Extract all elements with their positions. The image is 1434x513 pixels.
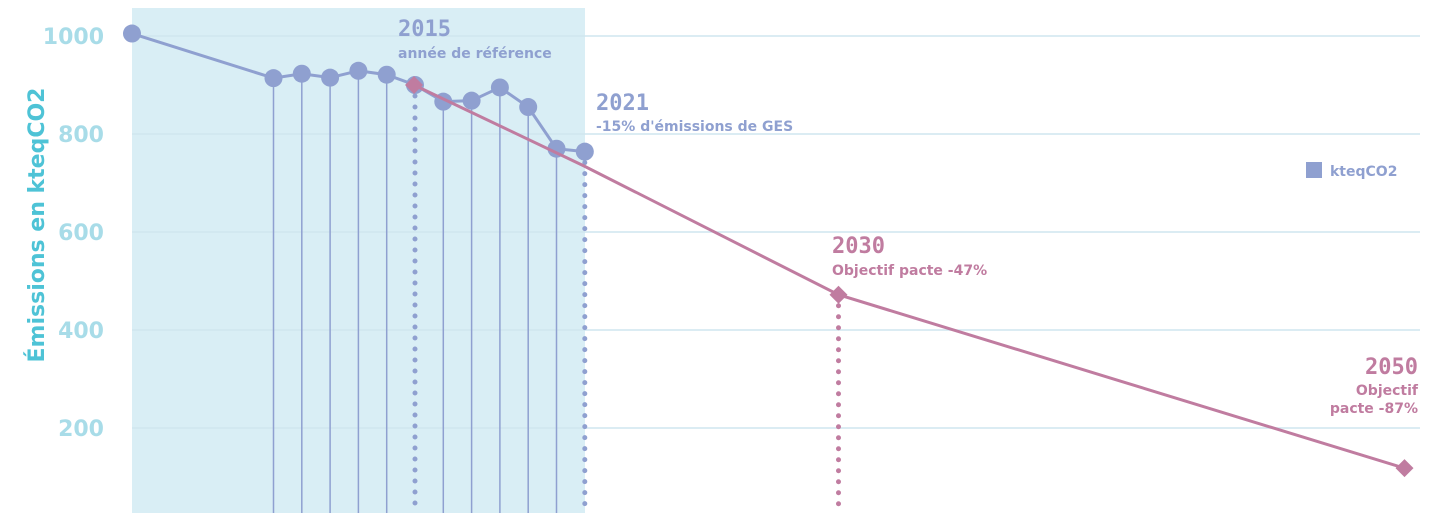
target-point-2015 <box>405 76 423 94</box>
annotation-2015-year: 2015 <box>398 17 451 42</box>
point-2020 <box>547 139 566 158</box>
drop-lines <box>272 70 841 513</box>
annotation-2021-text: -15% d'émissions de GES <box>596 119 793 135</box>
legend-swatch <box>1306 162 1322 178</box>
legend: kteqCO2 <box>1306 162 1397 180</box>
y-tick-400: 400 <box>58 319 104 344</box>
annotation-2050-text: Objectif <box>1356 383 1419 399</box>
point-2013 <box>349 61 368 80</box>
grid-lines <box>132 35 1420 429</box>
annotation-2015: 2015 année de référence <box>398 17 552 62</box>
point-2005 <box>123 24 141 43</box>
annotation-2050: 2050 Objectif pacte -87% <box>1330 355 1419 417</box>
point-2012 <box>321 68 340 87</box>
annotation-2015-text: année de référence <box>398 46 552 62</box>
annotation-2050-year: 2050 <box>1365 355 1418 380</box>
target-point-2050 <box>1395 459 1414 478</box>
y-axis-label: Émissions en kteqCO2 <box>24 88 50 363</box>
point-2010 <box>264 69 283 88</box>
annotation-2021: 2021 -15% d'émissions de GES <box>596 91 793 135</box>
annotation-2030: 2030 Objectif pacte -47% <box>832 234 987 279</box>
annotation-2021-year: 2021 <box>596 91 649 116</box>
annotation-2050-text2: pacte -87% <box>1330 401 1418 417</box>
y-tick-800: 800 <box>58 123 104 148</box>
point-2014 <box>377 65 396 84</box>
annotation-2030-year: 2030 <box>832 234 885 259</box>
target-point-2030 <box>829 285 848 304</box>
point-2018 <box>490 78 509 97</box>
annotation-2030-text: Objectif pacte -47% <box>832 263 987 279</box>
y-tick-1000: 1000 <box>43 25 104 50</box>
point-2017 <box>462 91 481 110</box>
point-2019 <box>519 98 538 117</box>
series-line-target <box>413 83 1405 470</box>
point-2011 <box>292 64 311 83</box>
y-axis-ticks: 200 400 600 800 1000 <box>43 25 104 442</box>
y-tick-600: 600 <box>58 221 104 246</box>
point-2021 <box>575 142 594 161</box>
series-layer <box>123 24 1414 478</box>
legend-label: kteqCO2 <box>1330 164 1397 180</box>
y-tick-200: 200 <box>58 417 104 442</box>
